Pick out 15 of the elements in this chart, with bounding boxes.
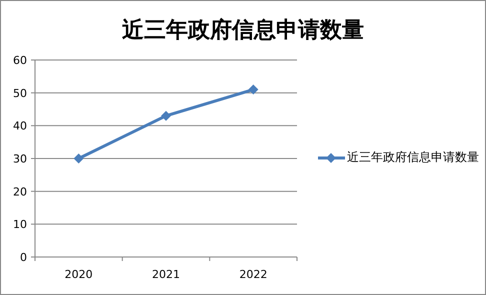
y-tick-label: 10 [13,218,27,232]
y-tick-label: 30 [13,152,27,166]
legend-label: 近三年政府信息申请数量 [347,149,479,166]
y-tick-label: 0 [20,251,27,264]
chart-title: 近三年政府信息申请数量 [121,17,364,43]
x-tick-label: 2021 [152,268,180,281]
y-tick-label: 50 [13,86,27,100]
y-tick-label: 20 [13,185,27,198]
point [248,84,258,95]
x-tick-label: 2020 [64,268,93,281]
x-tick-label: 2022 [239,268,268,281]
y-tick-label: 60 [13,54,27,67]
point [161,110,171,121]
y-tick-label: 40 [13,120,27,133]
point [74,154,84,164]
